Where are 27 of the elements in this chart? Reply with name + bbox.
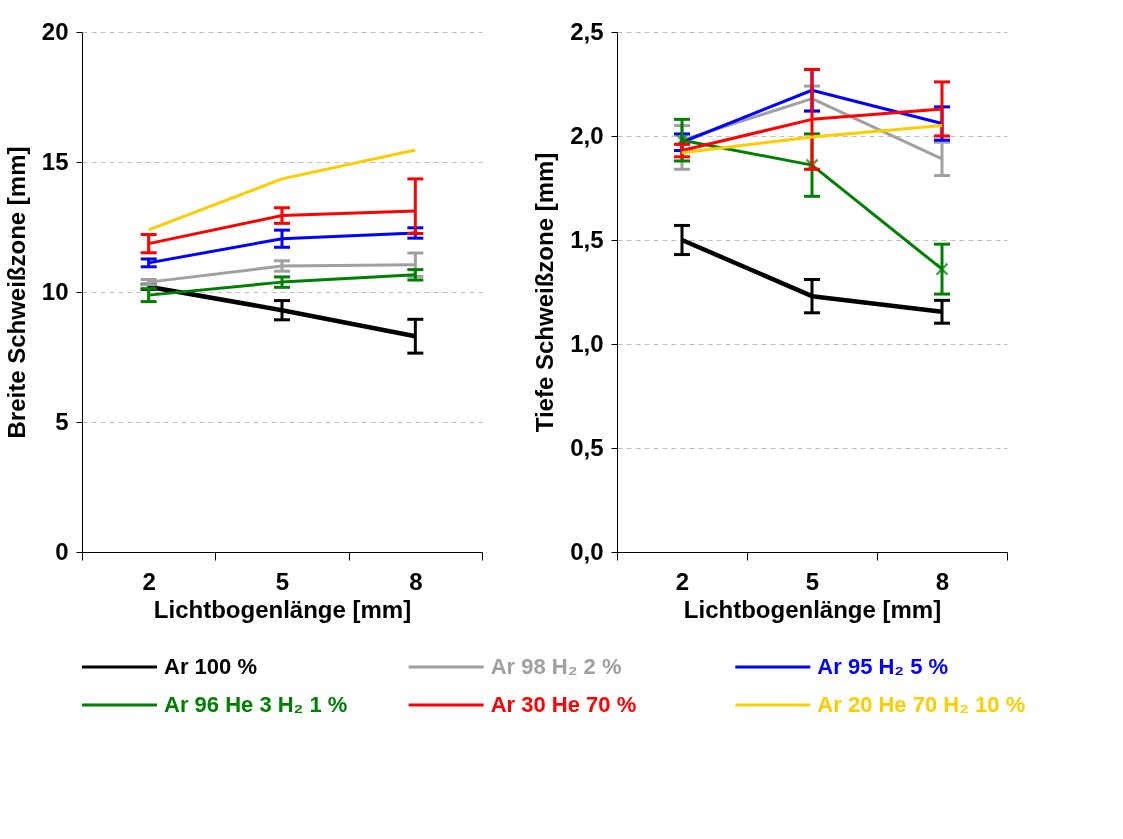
y-tick-label: 10 [41, 277, 69, 305]
x-axis-title: Lichtbogenlänge [mm] [683, 595, 942, 623]
y-tick-label: 0 [55, 537, 69, 565]
y-tick-label: 0,0 [570, 537, 604, 565]
y-tick-label: 5 [55, 407, 69, 435]
x-tick-label: 8 [409, 567, 423, 595]
x-axis-title: Lichtbogenlänge [mm] [153, 595, 412, 623]
x-tick-label: 5 [805, 567, 820, 595]
legend-label: Ar 30 He 70 % [490, 692, 637, 717]
legend-label: Ar 98 H₂ 2 % [490, 654, 622, 679]
x-tick-label: 5 [275, 567, 290, 595]
x-tick-label: 2 [142, 567, 156, 595]
y-tick-label: 1,5 [570, 225, 604, 253]
y-axis-title: Tiefe Schweißzone [mm] [531, 152, 559, 433]
legend-label: Ar 20 He 70 H₂ 10 % [817, 692, 1026, 717]
legend-label: Ar 100 % [164, 654, 257, 679]
y-tick-label: 20 [41, 17, 69, 45]
y-tick-label: 2,0 [570, 121, 604, 149]
y-tick-label: 0,5 [570, 433, 604, 461]
y-tick-label: 2,5 [570, 17, 604, 45]
legend-label: Ar 95 H₂ 5 % [817, 654, 949, 679]
x-tick-label: 8 [935, 567, 950, 595]
x-tick-label: 2 [675, 567, 690, 595]
y-axis-title: Breite Schweißzone [mm] [2, 146, 30, 439]
y-tick-label: 15 [41, 147, 69, 175]
y-tick-label: 1,0 [570, 329, 604, 357]
legend-label: Ar 96 He 3 H₂ 1 % [164, 692, 348, 717]
